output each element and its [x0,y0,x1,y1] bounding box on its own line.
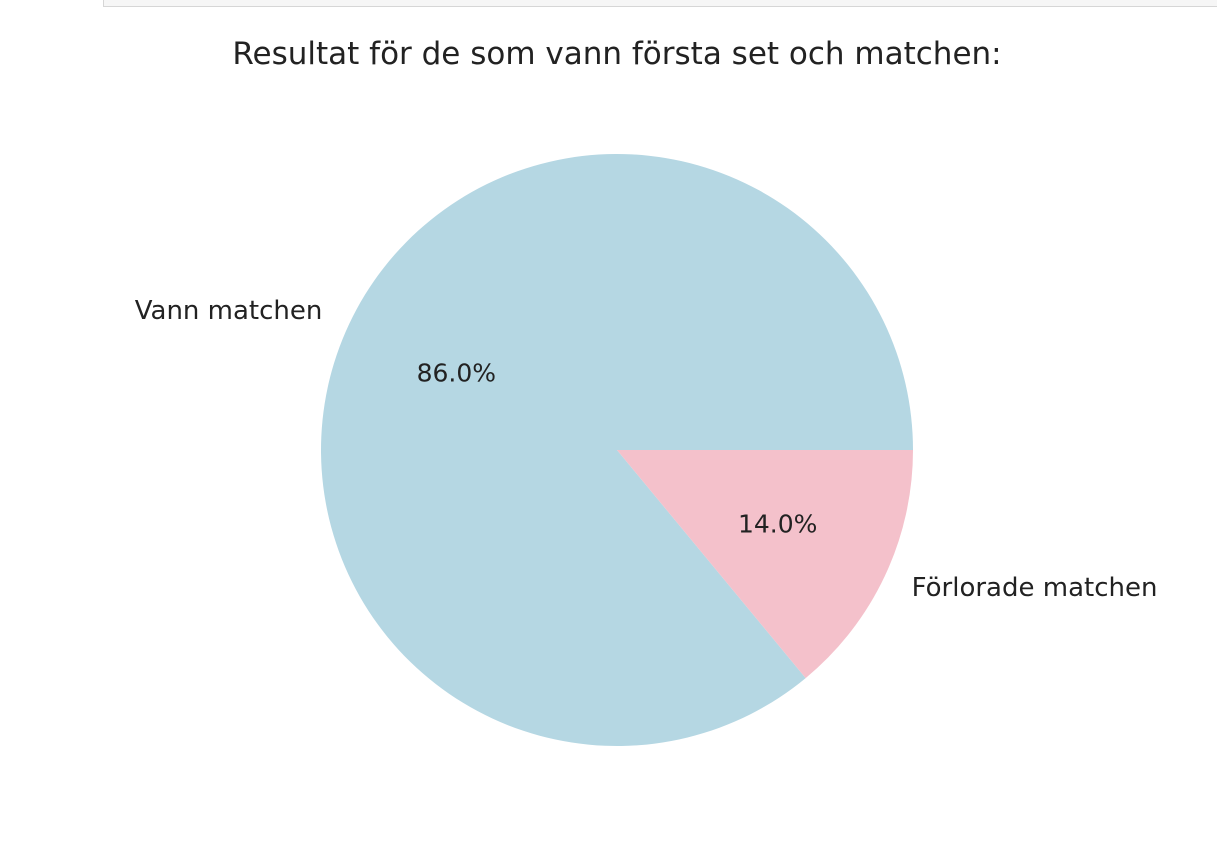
slice-label-2: Förlorade matchen [912,573,1158,603]
slice-percent-1: 86.0% [417,358,496,387]
chart-title: Resultat för de som vann första set och … [232,36,1001,72]
pie-slices [321,153,914,747]
pie-slice-2 [617,450,913,679]
slice-label-1: Vann matchen [135,296,323,326]
slice-percent-2: 14.0% [738,510,817,539]
pie-slice-1 [321,153,914,747]
cell-output-edge [103,0,1217,7]
pie-labels: Vann matchen 86.0% Förlorade matchen 14.0% [135,296,1158,603]
